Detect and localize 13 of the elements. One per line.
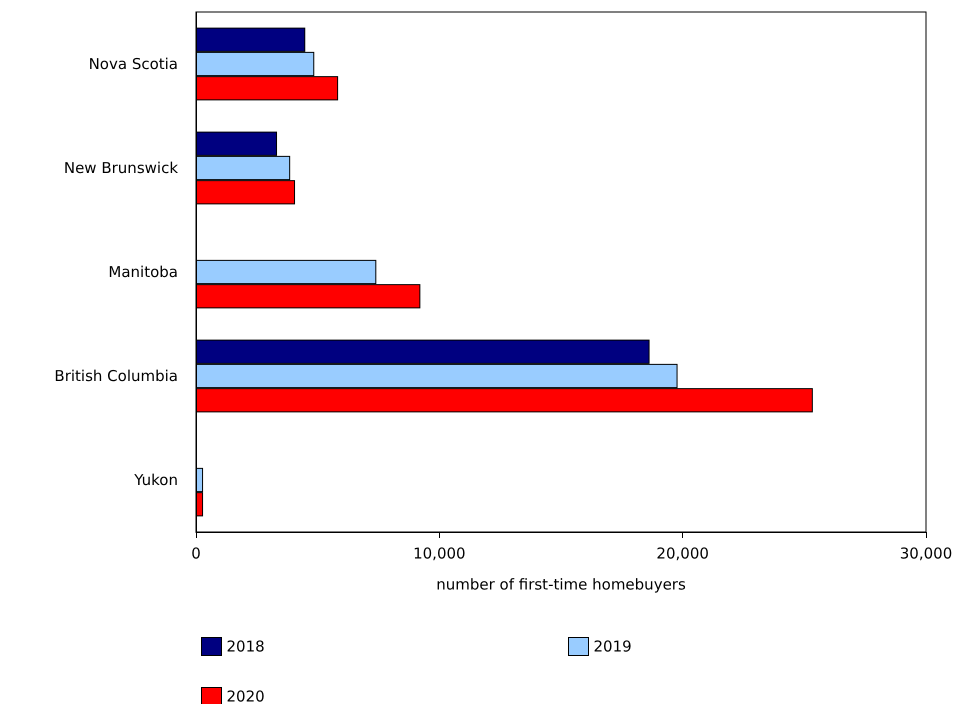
y-tick-label: Yukon xyxy=(133,471,178,489)
legend-label: 2019 xyxy=(594,638,632,656)
legend-label: 2018 xyxy=(226,638,265,656)
x-tick-label: 0 xyxy=(191,544,201,562)
y-tick-label: Nova Scotia xyxy=(88,55,178,73)
x-tick-label: 10,000 xyxy=(413,544,466,562)
y-tick-label: British Columbia xyxy=(54,367,178,385)
x-axis-title: number of first-time homebuyers xyxy=(436,576,686,594)
x-tick-label: 20,000 xyxy=(656,544,709,562)
y-tick-label: Manitoba xyxy=(108,263,178,281)
y-tick-label: New Brunswick xyxy=(64,159,178,177)
legend-label: 2020 xyxy=(226,688,265,704)
x-tick-label: 30,000 xyxy=(900,544,952,562)
